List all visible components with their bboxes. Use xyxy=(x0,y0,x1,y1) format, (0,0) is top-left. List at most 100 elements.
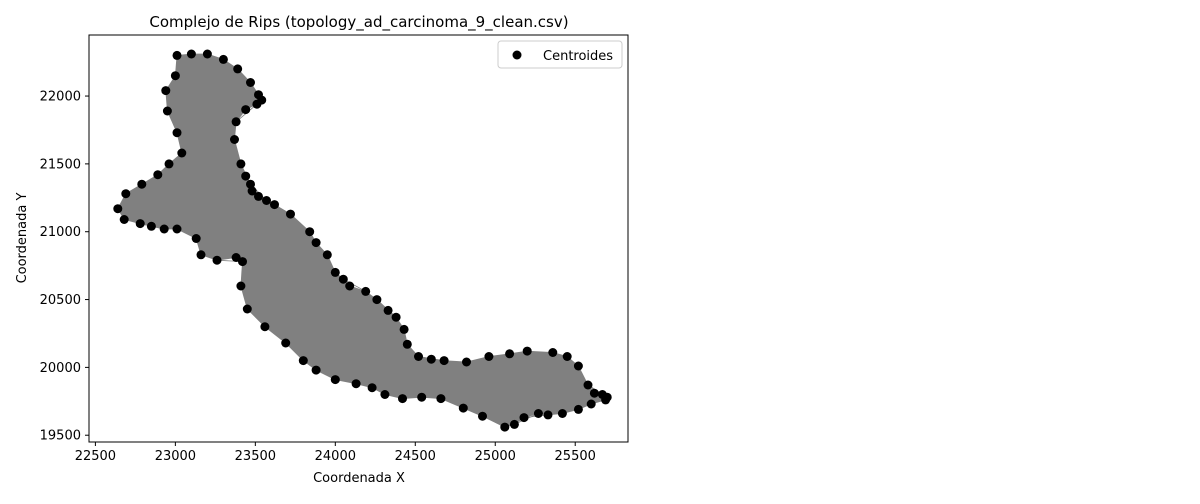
centroid-point xyxy=(338,274,348,284)
centroid-point xyxy=(399,324,409,334)
centroid-point xyxy=(218,54,228,64)
legend-marker xyxy=(512,50,522,60)
centroid-point xyxy=(586,399,596,409)
centroid-point xyxy=(391,312,401,322)
legend-box xyxy=(497,40,623,69)
y-tick-label: 21500 xyxy=(40,157,81,172)
centroid-point xyxy=(573,361,583,371)
x-axis-label: Coordenada X xyxy=(313,471,405,486)
centroid-point xyxy=(113,204,123,214)
centroid-point xyxy=(137,179,147,189)
centroid-point xyxy=(509,419,519,429)
x-axis: 22500 23000 23500 24000 24500 25000 25500 xyxy=(75,442,596,464)
y-axis: 19500 20000 20500 21000 21500 22000 xyxy=(40,90,89,444)
centroid-point xyxy=(573,404,583,414)
x-tick-label: 22500 xyxy=(75,449,116,464)
centroid-point xyxy=(233,64,243,74)
x-tick-label: 23500 xyxy=(235,449,276,464)
centroid-point xyxy=(119,215,129,224)
y-tick-label: 20500 xyxy=(40,293,81,308)
centroid-point xyxy=(246,179,255,189)
centroid-point xyxy=(135,219,145,229)
centroid-point xyxy=(311,238,321,248)
centroid-point xyxy=(367,383,377,393)
centroid-point xyxy=(196,250,206,260)
centroid-point xyxy=(458,403,468,413)
centroid-point xyxy=(281,338,291,348)
centroid-point xyxy=(262,196,271,205)
centroid-point xyxy=(246,78,255,87)
centroid-point xyxy=(484,352,494,361)
centroid-point xyxy=(236,159,246,169)
centroid-point xyxy=(236,281,246,291)
centroid-point xyxy=(500,422,510,432)
centroid-point xyxy=(146,221,156,231)
centroid-point xyxy=(330,375,340,385)
centroid-point xyxy=(589,388,599,398)
centroid-point xyxy=(426,354,436,364)
x-tick-label: 25000 xyxy=(475,449,516,464)
centroid-points xyxy=(113,49,612,432)
centroid-point xyxy=(238,257,247,267)
centroid-point xyxy=(601,395,611,405)
centroid-point xyxy=(478,411,487,421)
centroid-point xyxy=(161,86,171,96)
centroid-point xyxy=(162,106,172,116)
y-tick-label: 22000 xyxy=(40,90,81,105)
centroid-point xyxy=(242,304,252,314)
centroid-point xyxy=(543,410,553,420)
centroid-point xyxy=(170,71,180,81)
centroid-point xyxy=(505,349,515,359)
centroid-point xyxy=(172,128,182,138)
centroid-point xyxy=(414,352,423,361)
centroid-point xyxy=(159,224,169,234)
centroid-point xyxy=(372,295,382,305)
centroid-point xyxy=(562,352,572,361)
centroid-point xyxy=(230,135,239,144)
centroid-point xyxy=(533,409,543,418)
centroid-point xyxy=(231,117,241,127)
rips-complex-fill xyxy=(117,54,608,428)
centroid-point xyxy=(522,346,532,356)
centroid-point xyxy=(260,322,270,332)
centroid-point xyxy=(298,356,308,366)
legend-label-centroides: Centroides xyxy=(543,49,613,64)
centroid-point xyxy=(383,305,393,315)
centroid-point xyxy=(164,159,174,169)
centroid-point xyxy=(241,105,251,115)
chart-title: Complejo de Rips (topology_ad_carcinoma_… xyxy=(149,13,568,32)
plot-area xyxy=(113,49,612,432)
centroid-point xyxy=(380,390,390,399)
centroid-point xyxy=(402,339,412,349)
centroid-point xyxy=(398,394,407,404)
centroid-point xyxy=(330,267,340,277)
centroid-point xyxy=(583,380,593,390)
centroid-point xyxy=(548,348,558,357)
centroid-point xyxy=(557,409,567,418)
x-tick-label: 25500 xyxy=(555,449,596,464)
y-axis-label: Coordenada Y xyxy=(15,193,30,284)
centroid-point xyxy=(172,224,182,234)
y-tick-label: 21000 xyxy=(40,225,81,240)
plot-frame xyxy=(88,34,629,443)
centroid-point xyxy=(270,200,279,210)
centroid-point xyxy=(436,394,446,404)
centroid-point xyxy=(186,49,196,59)
centroid-point xyxy=(254,191,263,201)
centroid-point xyxy=(247,186,257,196)
centroid-point xyxy=(212,255,222,265)
centroid-point xyxy=(462,357,471,367)
y-tick-label: 20000 xyxy=(40,361,81,376)
centroid-point xyxy=(191,234,201,243)
centroid-point xyxy=(305,227,315,237)
centroid-point xyxy=(345,281,355,291)
centroid-point xyxy=(439,356,449,366)
centroid-point xyxy=(121,189,131,199)
centroid-point xyxy=(252,99,262,109)
centroid-point xyxy=(177,148,187,158)
legend: Centroides xyxy=(497,40,623,69)
centroid-point xyxy=(361,286,371,296)
centroid-point xyxy=(231,253,241,262)
